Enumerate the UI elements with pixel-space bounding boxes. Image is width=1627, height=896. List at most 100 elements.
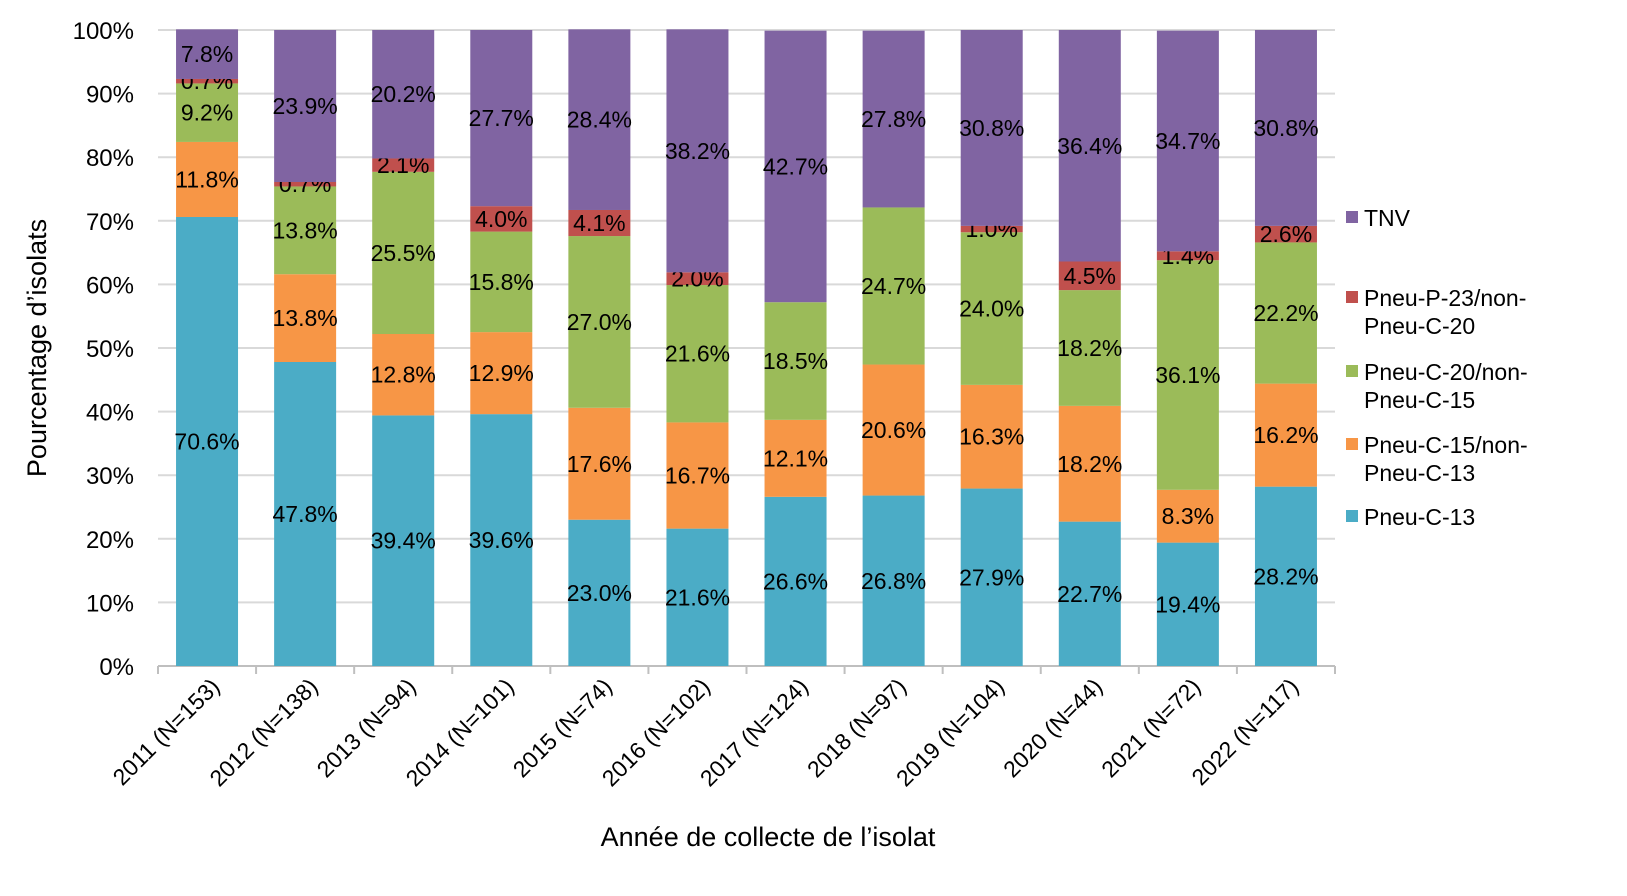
bar-stack: 26.8% 20.6% 24.7% 27.8% — [861, 30, 926, 666]
bar-segment — [862, 495, 925, 666]
bar-segment — [960, 384, 1023, 489]
y-tick-label: 70% — [86, 209, 134, 236]
x-axis-title: Année de collecte de l’isolat — [601, 822, 936, 852]
bar-segment — [666, 29, 729, 273]
x-tick-label: 2015 (N=74) — [508, 673, 617, 782]
y-tick-label: 10% — [86, 590, 134, 617]
bar-segment — [470, 231, 533, 333]
bar-segment — [1058, 261, 1121, 291]
bar-segment — [1058, 290, 1121, 406]
data-label: 18.2% — [1057, 451, 1122, 477]
legend-label: Pneu-C-20/non- — [1364, 359, 1528, 385]
bar-segment — [176, 83, 239, 142]
data-label: 4.1% — [573, 210, 625, 236]
data-label: 20.6% — [861, 417, 926, 443]
bar-segment — [1254, 486, 1317, 666]
data-label: 26.6% — [763, 568, 828, 594]
y-tick-label: 20% — [86, 527, 134, 554]
data-label: 23.0% — [567, 580, 632, 606]
legend-item: Pneu-C-20/non-Pneu-C-15 — [1346, 359, 1528, 413]
bar-segment — [1156, 489, 1219, 543]
legend-label: Pneu-C-15 — [1364, 387, 1475, 413]
bars: 70.6%11.8%9.2%0.7%7.8%47.8%13.8%13.8%0.7… — [174, 29, 1319, 666]
data-label: 21.6% — [665, 341, 730, 367]
data-label: 39.4% — [371, 528, 436, 554]
legend-swatch — [1346, 211, 1358, 223]
bar-segment — [1156, 260, 1219, 490]
bar-segment — [470, 206, 533, 232]
legend-swatch — [1346, 510, 1358, 522]
data-label: 4.5% — [1064, 263, 1116, 289]
data-label: 39.6% — [469, 527, 534, 553]
bar-segment — [764, 302, 827, 420]
y-tick-label: 30% — [86, 463, 134, 490]
bar-segment — [372, 334, 435, 416]
bar-stack: 23.0% 17.6% 27.0% 4.1% 28.4% — [567, 29, 632, 666]
data-label: 12.8% — [371, 362, 436, 388]
bar-stack: 39.6% 12.9% 15.8% 4.0% 27.7% — [469, 30, 534, 666]
data-label: 38.2% — [665, 138, 730, 164]
legend-label: Pneu-C-15/non- — [1364, 432, 1528, 458]
x-tick-label: 2018 (N=97) — [802, 673, 911, 782]
x-tick-label: 2020 (N=44) — [998, 673, 1107, 782]
bar-segment — [1058, 30, 1121, 262]
data-label: 22.2% — [1253, 300, 1318, 326]
data-label: 25.5% — [371, 240, 436, 266]
bar-segment — [764, 30, 827, 303]
bar-segment — [568, 209, 631, 237]
bar-segment — [1156, 251, 1219, 261]
bar-segment — [470, 30, 533, 207]
bar-stack: 27.9%16.3%24.0%1.0%30.8% — [959, 30, 1024, 666]
bar-stack: 70.6%11.8%9.2%0.7%7.8% — [174, 29, 240, 666]
bar-segment — [1058, 405, 1121, 522]
bar-segment — [960, 232, 1023, 385]
bar-segment — [470, 414, 533, 666]
bar-segment — [372, 415, 435, 666]
legend-item: TNV — [1346, 205, 1411, 231]
bar-segment — [666, 285, 729, 423]
bar-segment — [862, 207, 925, 365]
data-label: 28.4% — [567, 107, 632, 133]
data-label: 16.7% — [665, 463, 730, 489]
legend-swatch — [1346, 291, 1358, 303]
legend-label: Pneu-P-23/non- — [1364, 285, 1526, 311]
bar-segment — [666, 528, 729, 666]
bar-stack: 26.6% 12.1% 18.5% 42.7% — [763, 30, 828, 666]
x-tick-labels: 2011 (N=153)2012 (N=138)2013 (N=94)2014 … — [107, 673, 1303, 791]
bar-segment — [274, 182, 337, 187]
data-label: 27.0% — [567, 309, 632, 335]
bar-segment — [764, 419, 827, 497]
data-label: 15.8% — [469, 269, 534, 295]
data-label: 18.5% — [763, 348, 828, 374]
bar-segment — [1156, 542, 1219, 666]
bar-segment — [568, 236, 631, 408]
gridlines — [157, 29, 1336, 674]
legend-item: Pneu-C-13 — [1346, 504, 1475, 530]
data-label: 4.0% — [475, 206, 527, 232]
data-label: 36.4% — [1057, 133, 1122, 159]
bar-segment — [1254, 225, 1317, 243]
bar-segment — [372, 30, 435, 159]
bar-segment — [862, 364, 925, 496]
bar-segment — [568, 519, 631, 666]
bar-segment — [568, 29, 631, 210]
bar-segment — [1058, 521, 1121, 666]
data-label: 27.7% — [469, 105, 534, 131]
data-label: 70.6% — [174, 428, 239, 454]
data-label: 12.9% — [469, 360, 534, 386]
y-tick-label: 40% — [86, 400, 134, 427]
legend-item: Pneu-C-15/non-Pneu-C-13 — [1346, 432, 1528, 486]
bar-segment — [1156, 30, 1219, 252]
bar-segment — [176, 78, 239, 84]
bar-segment — [274, 186, 337, 275]
y-axis-title: Pourcentage d’isolats — [22, 219, 52, 477]
data-label: 18.2% — [1057, 335, 1122, 361]
data-label: 30.8% — [959, 115, 1024, 141]
data-label: 11.8% — [175, 166, 239, 192]
bar-segment — [372, 158, 435, 172]
data-label: 36.1% — [1155, 362, 1220, 388]
bar-segment — [274, 274, 337, 362]
bar-segment — [470, 332, 533, 415]
data-label: 12.1% — [763, 445, 828, 471]
data-label: 26.8% — [861, 568, 926, 594]
